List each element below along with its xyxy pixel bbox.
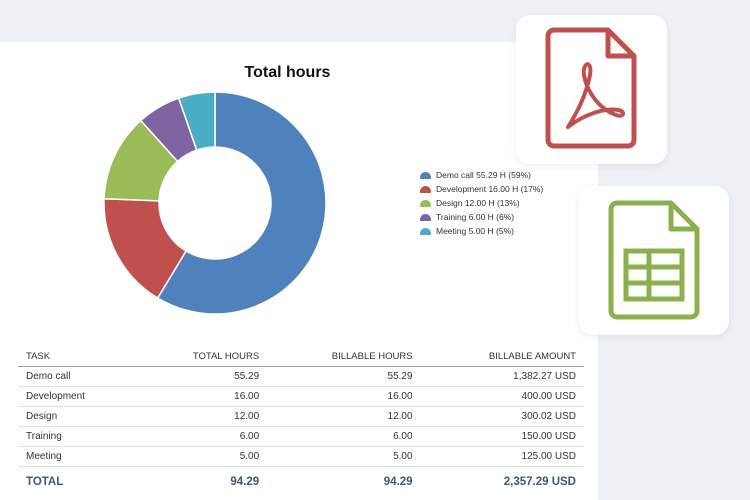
legend-item: Development 16.00 H (17%) [420, 182, 543, 196]
cell-total-hours: 6.00 [136, 426, 268, 447]
chart-title: Total hours [244, 64, 331, 81]
donut-chart [103, 91, 327, 315]
table-row: Demo call 55.29 55.29 1,382.27 USD [18, 366, 584, 387]
header-billable-amount: BILLABLE AMOUNT [420, 346, 584, 367]
spreadsheet-file-icon [608, 200, 700, 320]
cell-billable-amount: 125.00 USD [420, 446, 584, 467]
chart-legend: Demo call 55.29 H (59%) Development 16.00… [420, 168, 543, 238]
legend-label: Design 12.00 H (13%) [436, 198, 520, 208]
cell-billable-hours: 5.00 [267, 446, 421, 467]
total-hours: 94.29 [230, 476, 260, 488]
legend-swatch [420, 213, 431, 221]
cell-task: Demo call [18, 366, 137, 387]
total-label: TOTAL [26, 476, 64, 488]
legend-label: Training 6.00 H (6%) [436, 212, 515, 222]
cell-billable-hours: 55.29 [267, 366, 421, 387]
cell-task: Training [18, 426, 137, 447]
legend-item: Meeting 5.00 H (5%) [420, 224, 543, 238]
cell-total-hours: 12.00 [136, 406, 268, 427]
legend-swatch [420, 199, 431, 207]
total-billable-hours: 94.29 [383, 476, 413, 488]
legend-swatch [420, 185, 431, 193]
tasks-table: TASK TOTAL HOURS BILLABLE HOURS BILLABLE… [18, 346, 584, 497]
cell-billable-amount: 300.02 USD [420, 406, 584, 427]
legend-swatch [420, 171, 431, 179]
legend-swatch [420, 227, 431, 235]
cell-billable-hours: 6.00 [267, 426, 421, 447]
cell-billable-amount: 400.00 USD [420, 386, 584, 407]
legend-label: Development 16.00 H (17%) [436, 184, 544, 194]
pdf-file-icon [545, 27, 637, 149]
legend-item: Design 12.00 H (13%) [420, 196, 543, 210]
header-task: TASK [18, 346, 137, 367]
total-billable-amount: 2,357.29 USD [503, 476, 576, 488]
cell-task: Meeting [18, 446, 137, 467]
donut-slice-4 [177, 91, 216, 152]
legend-label: Meeting 5.00 H (5%) [436, 226, 514, 236]
header-total-hours: TOTAL HOURS [136, 346, 268, 367]
donut-slice-0 [156, 91, 327, 315]
table-row: Development 16.00 16.00 400.00 USD [18, 386, 584, 407]
legend-label: Demo call 55.29 H (59%) [436, 170, 531, 180]
table-header-row: TASK TOTAL HOURS BILLABLE HOURS BILLABLE… [18, 346, 584, 367]
cell-total-hours: 55.29 [136, 366, 268, 387]
cell-billable-amount: 1,382.27 USD [420, 366, 584, 387]
table-row: Design 12.00 12.00 300.02 USD [18, 406, 584, 427]
legend-item: Training 6.00 H (6%) [420, 210, 543, 224]
table-row: Training 6.00 6.00 150.00 USD [18, 426, 584, 447]
cell-task: Development [18, 386, 137, 407]
header-billable-hours: BILLABLE HOURS [267, 346, 421, 367]
cell-task: Design [18, 406, 137, 427]
pdf-export-button[interactable] [516, 15, 667, 164]
legend-item: Demo call 55.29 H (59%) [420, 168, 543, 182]
cell-billable-hours: 12.00 [267, 406, 421, 427]
cell-total-hours: 16.00 [136, 386, 268, 407]
cell-billable-amount: 150.00 USD [420, 426, 584, 447]
spreadsheet-export-button[interactable] [579, 186, 729, 335]
table-total-row: TOTAL 94.29 94.29 2,357.29 USD [18, 467, 584, 498]
cell-billable-hours: 16.00 [267, 386, 421, 407]
cell-total-hours: 5.00 [136, 446, 268, 467]
table-row: Meeting 5.00 5.00 125.00 USD [18, 446, 584, 467]
